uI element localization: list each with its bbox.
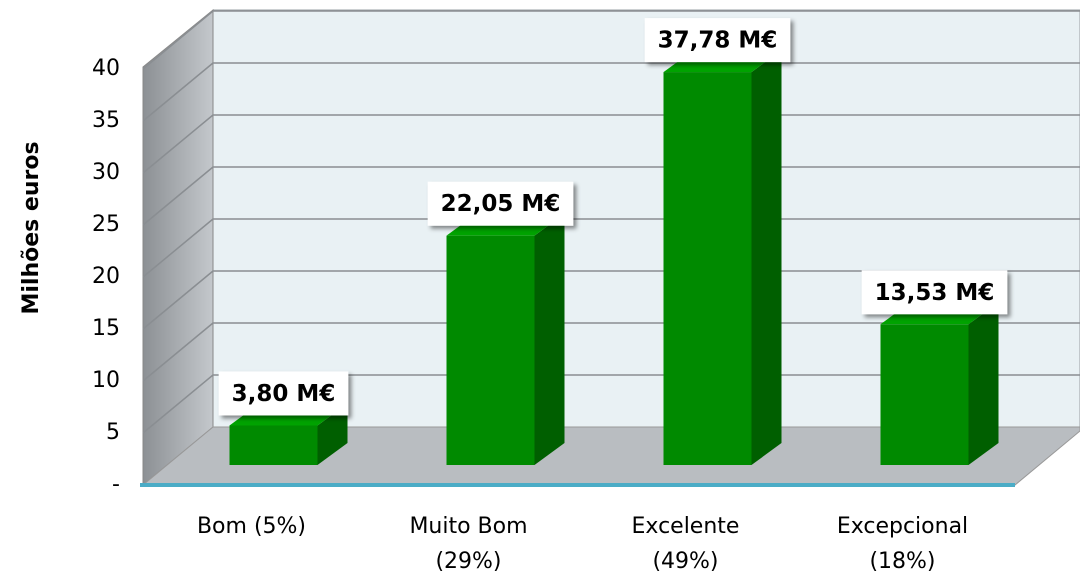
value-label-box xyxy=(218,371,349,416)
plot: - 5 10 15 20 25 30 35 40 Bom (5%) 3,80 M€ Muito Bom… xyxy=(92,10,1080,574)
value-label-box xyxy=(644,18,791,63)
grid-line xyxy=(142,62,214,122)
y-tick-label: - xyxy=(112,472,120,497)
y-tick-label: 15 xyxy=(92,316,120,341)
y-tick-label: 30 xyxy=(92,160,120,185)
y-tick-label: 25 xyxy=(92,212,120,237)
bar-front xyxy=(229,425,318,465)
grid-line xyxy=(142,114,214,174)
y-tick-label: 20 xyxy=(92,264,120,289)
y-tick-label: 10 xyxy=(92,368,120,393)
x-tick-label: Excepcional xyxy=(837,514,968,539)
x-tick-label: Muito Bom xyxy=(409,514,527,539)
value-label-box xyxy=(861,270,1008,315)
value-label: 37,78 M€ xyxy=(658,28,778,54)
value-label: 3,80 M€ xyxy=(232,381,336,407)
x-tick-label: Bom (5%) xyxy=(197,514,306,539)
x-tick-label: Excelente xyxy=(632,514,740,539)
value-label: 13,53 M€ xyxy=(875,280,995,306)
value-label-box xyxy=(427,181,574,226)
grid-line xyxy=(142,322,214,382)
y-axis-title: Milhões euros xyxy=(19,141,44,314)
x-tick-label: (29%) xyxy=(435,549,501,574)
bar-front xyxy=(663,72,752,465)
grid-line xyxy=(142,166,214,226)
bar xyxy=(446,213,565,465)
x-tick-label: (18%) xyxy=(869,549,935,574)
bar-side xyxy=(751,50,782,465)
bar xyxy=(880,302,999,465)
y-tick-label: 35 xyxy=(92,108,120,133)
value-label: 22,05 M€ xyxy=(441,191,561,217)
bar-front xyxy=(880,324,969,465)
y-tick-label: 40 xyxy=(92,56,120,81)
grid-line xyxy=(142,218,214,278)
grid-line xyxy=(142,10,214,70)
grid-line xyxy=(142,270,214,330)
bar-front xyxy=(446,235,535,465)
bar-side xyxy=(317,403,348,465)
bar xyxy=(663,50,782,465)
x-tick-label: (49%) xyxy=(652,549,718,574)
grid-line xyxy=(142,374,214,434)
bar-side xyxy=(534,213,565,465)
bar-side xyxy=(968,302,999,465)
y-tick-label: 5 xyxy=(106,420,120,445)
